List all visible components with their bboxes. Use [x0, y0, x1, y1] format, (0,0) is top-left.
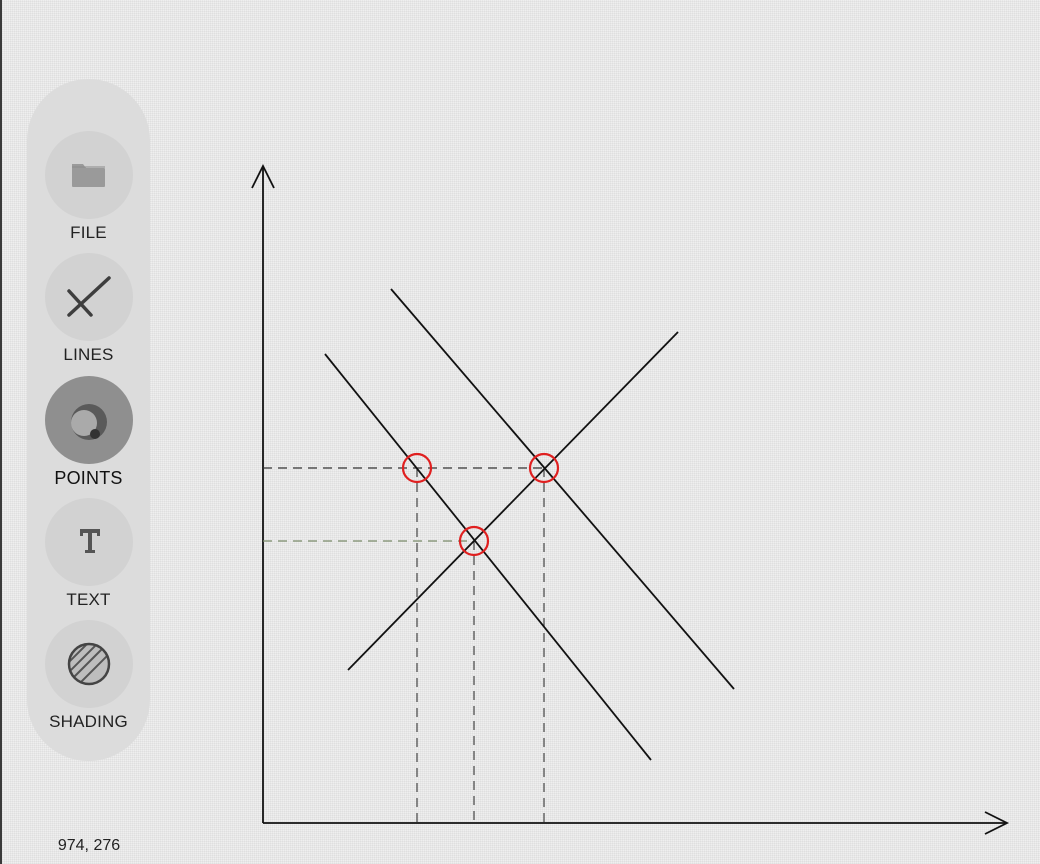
shading-tool-label: SHADING	[49, 712, 128, 731]
intersection-point-left[interactable]	[401, 452, 433, 484]
points-tool-button[interactable]	[45, 376, 133, 464]
lines-tool-button[interactable]	[45, 253, 133, 341]
upward-line[interactable]	[347, 331, 679, 671]
x-axis	[263, 811, 1010, 835]
cross-lines-icon	[67, 276, 111, 317]
text-tool-button[interactable]	[45, 498, 133, 586]
file-tool[interactable]: FILE	[27, 131, 150, 253]
shading-tool-button[interactable]	[45, 620, 133, 708]
text-tool-label: TEXT	[66, 590, 111, 609]
text-tool[interactable]: TEXT	[27, 498, 150, 620]
text-t-icon	[80, 529, 100, 553]
points-tool[interactable]: POINTS	[27, 376, 150, 498]
cursor-coordinates: 974, 276	[57, 837, 121, 854]
folder-icon	[72, 164, 105, 187]
file-tool-label: FILE	[70, 223, 107, 242]
lines-tool[interactable]: LINES	[27, 253, 150, 375]
file-tool-button[interactable]	[45, 131, 133, 219]
y-axis-arrowhead	[251, 163, 275, 189]
window-left-border	[0, 0, 2, 864]
x-axis-arrowhead	[984, 811, 1010, 835]
shading-icon	[67, 642, 111, 686]
points-tool-label: POINTS	[54, 468, 123, 488]
points-icon	[71, 404, 107, 440]
downward-line-left[interactable]	[324, 353, 652, 761]
intersection-point-right[interactable]	[528, 452, 560, 484]
shading-tool[interactable]: SHADING	[27, 620, 150, 742]
intersection-point-bottom[interactable]	[458, 525, 490, 557]
downward-line-right[interactable]	[390, 288, 735, 690]
tool-palette: FILE LINES POINTS TEXT	[27, 79, 150, 761]
lines-tool-label: LINES	[63, 345, 114, 364]
y-axis	[251, 163, 275, 823]
